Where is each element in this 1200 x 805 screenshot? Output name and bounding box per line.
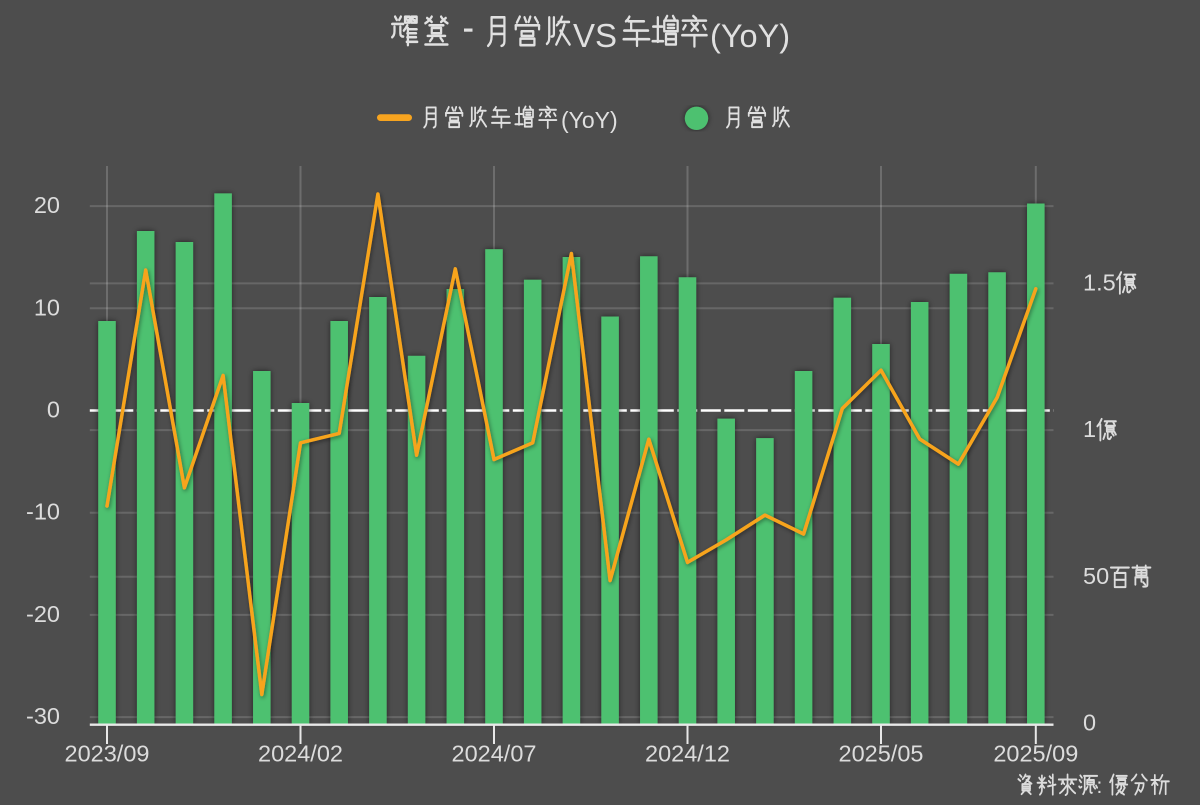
svg-text:2024/12: 2024/12	[645, 741, 730, 767]
svg-text:-10: -10	[26, 499, 60, 525]
svg-text:50: 50	[1083, 563, 1109, 589]
svg-text:0: 0	[47, 397, 60, 423]
svg-text:0: 0	[1083, 710, 1096, 736]
svg-text:VS: VS	[573, 17, 617, 54]
svg-text:-30: -30	[26, 703, 60, 729]
svg-text:1.5: 1.5	[1083, 269, 1116, 295]
svg-text:2025/09: 2025/09	[993, 741, 1078, 767]
svg-text:2024/02: 2024/02	[258, 741, 343, 767]
svg-text:20: 20	[34, 192, 60, 218]
svg-text:(YoY): (YoY)	[561, 107, 618, 133]
svg-text:2024/07: 2024/07	[452, 741, 537, 767]
svg-text:1: 1	[1083, 416, 1096, 442]
svg-text:10: 10	[34, 294, 60, 320]
svg-text:2025/05: 2025/05	[839, 741, 924, 767]
svg-text:2023/09: 2023/09	[65, 741, 150, 767]
svg-text:(YoY): (YoY)	[710, 18, 790, 54]
svg-text:-20: -20	[26, 601, 60, 627]
svg-text::: :	[1097, 775, 1103, 798]
